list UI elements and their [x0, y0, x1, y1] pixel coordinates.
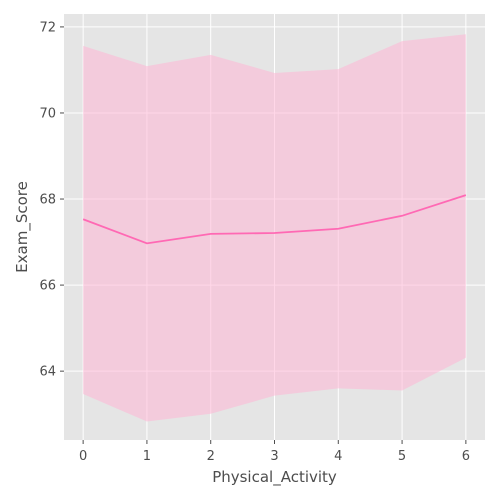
y-tick-label: 64: [39, 365, 56, 380]
x-tick-label: 4: [334, 449, 342, 464]
y-tick-label: 68: [39, 193, 56, 208]
x-tick-label: 2: [207, 449, 215, 464]
x-tick-label: 0: [79, 449, 87, 464]
y-tick-label: 66: [39, 279, 56, 294]
x-tick-label: 5: [398, 449, 406, 464]
confidence-band: [83, 34, 466, 422]
y-axis-ticks: 64 66 68 70 72: [39, 20, 64, 380]
y-tick-label: 72: [39, 20, 56, 35]
series-line: [82, 194, 467, 245]
y-axis-label: Exam_Score: [13, 181, 32, 273]
x-tick-label: 3: [270, 449, 278, 464]
y-tick-label: 70: [39, 106, 56, 121]
x-tick-label: 1: [143, 449, 151, 464]
x-axis-ticks: 0 1 2 3 4 5 6: [79, 440, 470, 464]
x-axis-label: Physical_Activity: [212, 468, 337, 487]
x-tick-label: 6: [462, 449, 470, 464]
